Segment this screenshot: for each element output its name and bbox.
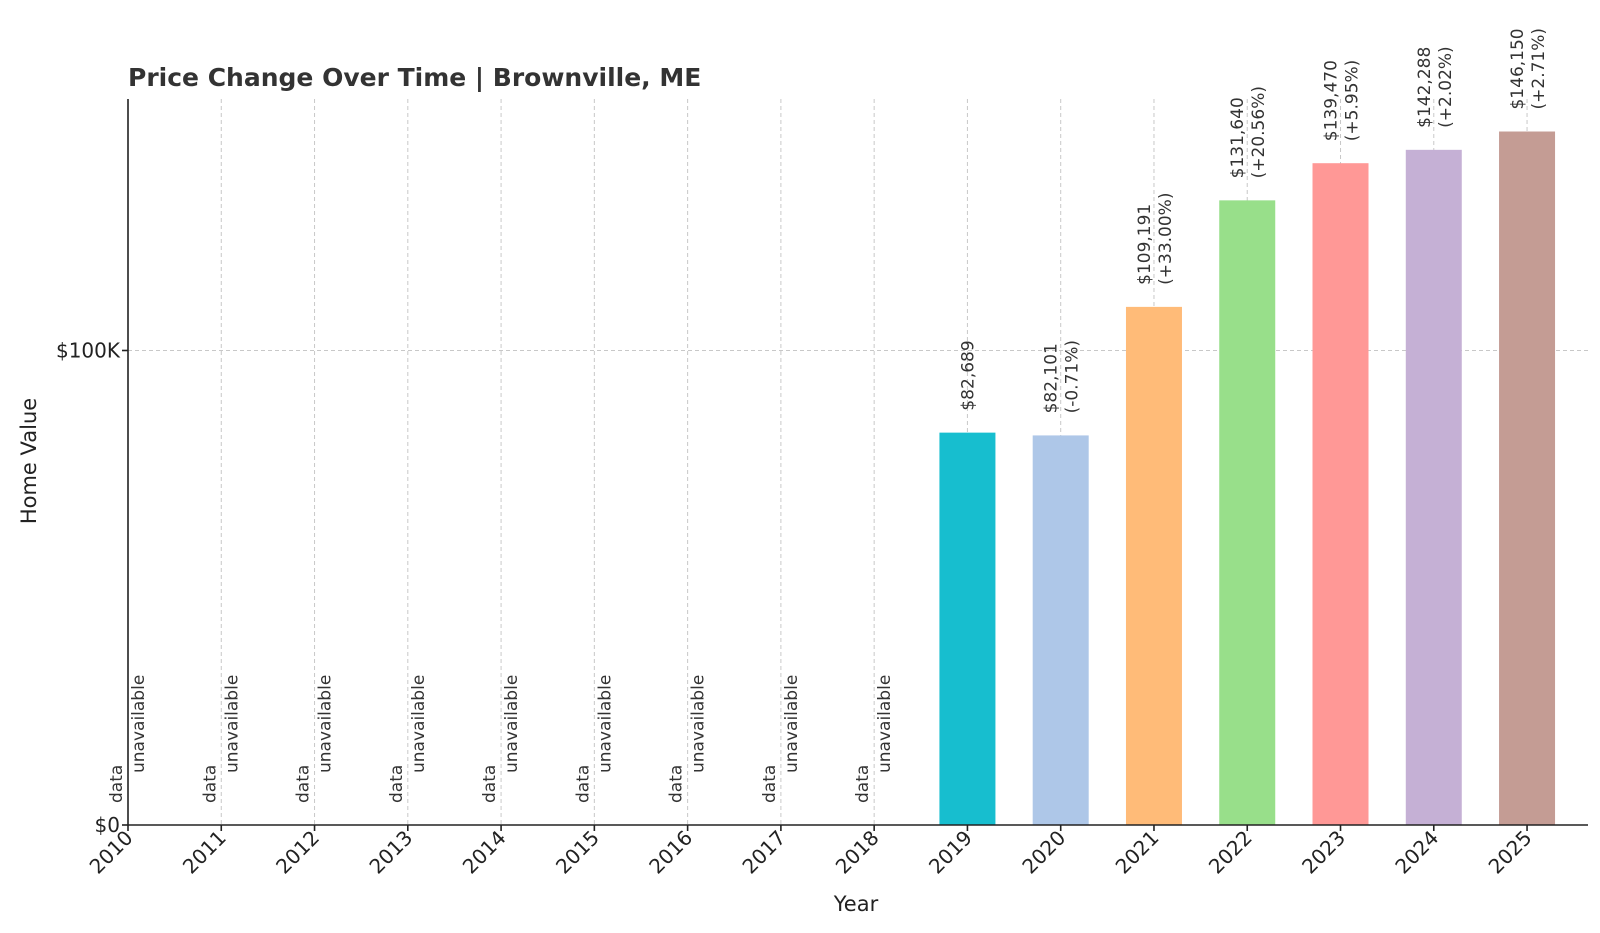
data-unavailable-line2: unavailable bbox=[222, 675, 242, 773]
data-unavailable-line2: unavailable bbox=[502, 675, 522, 773]
bar-change-text: (+5.95%) bbox=[1343, 60, 1363, 142]
data-unavailable-label: dataunavailable bbox=[200, 675, 242, 803]
bar-value-label: $82,689 bbox=[958, 340, 978, 410]
bar-value-label: $131,640(+20.56%) bbox=[1228, 86, 1269, 178]
bar bbox=[939, 432, 996, 825]
x-tick-label: 2017 bbox=[737, 826, 790, 879]
x-tick-label: 2020 bbox=[1017, 826, 1070, 879]
data-unavailable-line1: data bbox=[387, 765, 407, 803]
data-unavailable-line1: data bbox=[667, 765, 687, 803]
bar bbox=[1219, 200, 1276, 826]
bar-value-text: $109,191 bbox=[1135, 204, 1155, 285]
bar-value-text: $82,101 bbox=[1042, 343, 1062, 413]
data-unavailable-label: dataunavailable bbox=[107, 675, 149, 803]
bar-value-text: $146,150 bbox=[1508, 28, 1528, 109]
bar bbox=[1312, 163, 1369, 825]
y-tick-label: $100K bbox=[56, 338, 121, 362]
x-tick-label: 2018 bbox=[831, 826, 884, 879]
bar-change-text: (+2.02%) bbox=[1436, 46, 1456, 128]
x-tick-label: 2015 bbox=[551, 826, 604, 879]
data-unavailable-label: dataunavailable bbox=[667, 675, 709, 803]
bar-value-text: $131,640 bbox=[1228, 97, 1248, 178]
x-tick-label: 2013 bbox=[364, 826, 417, 879]
bar-value-text: $139,470 bbox=[1322, 60, 1342, 141]
bar-change-text: (+20.56%) bbox=[1249, 86, 1269, 178]
x-tick-label: 2012 bbox=[271, 826, 324, 879]
data-unavailable-line2: unavailable bbox=[689, 675, 709, 773]
data-unavailable-line2: unavailable bbox=[316, 675, 336, 773]
y-axis-label: Home Value bbox=[17, 398, 41, 524]
x-tick-label: 2022 bbox=[1204, 826, 1257, 879]
bar-labels: dataunavailabledataunavailabledataunavai… bbox=[107, 28, 1549, 803]
grid-lines bbox=[127, 99, 1588, 825]
bar bbox=[1032, 435, 1089, 825]
data-unavailable-label: dataunavailable bbox=[853, 675, 895, 803]
bars bbox=[939, 131, 1556, 826]
x-tick-label: 2019 bbox=[924, 826, 977, 879]
x-tick-label: 2011 bbox=[178, 826, 231, 879]
chart-title: Price Change Over Time | Brownville, ME bbox=[128, 63, 701, 92]
bar-value-label: $142,288(+2.02%) bbox=[1415, 46, 1456, 128]
data-unavailable-line1: data bbox=[480, 765, 500, 803]
data-unavailable-line2: unavailable bbox=[129, 675, 149, 773]
data-unavailable-label: dataunavailable bbox=[760, 675, 802, 803]
bar-change-text: (+2.71%) bbox=[1529, 28, 1549, 110]
bar bbox=[1125, 306, 1182, 825]
bar-value-text: $142,288 bbox=[1415, 47, 1435, 128]
data-unavailable-label: dataunavailable bbox=[387, 675, 429, 803]
x-tick-label: 2024 bbox=[1390, 826, 1443, 879]
x-tick-label: 2016 bbox=[644, 826, 697, 879]
y-tick-label: $0 bbox=[95, 813, 120, 837]
bar bbox=[1405, 149, 1462, 826]
bar-value-label: $146,150(+2.71%) bbox=[1508, 28, 1549, 110]
x-tick-label: 2025 bbox=[1484, 826, 1537, 879]
x-tick-label: 2021 bbox=[1111, 826, 1164, 879]
data-unavailable-line1: data bbox=[760, 765, 780, 803]
x-tick-label: 2023 bbox=[1297, 826, 1350, 879]
bar bbox=[1499, 131, 1556, 826]
data-unavailable-line1: data bbox=[573, 765, 593, 803]
x-tick-label: 2014 bbox=[458, 826, 511, 879]
data-unavailable-label: dataunavailable bbox=[573, 675, 615, 803]
data-unavailable-line1: data bbox=[200, 765, 220, 803]
data-unavailable-label: dataunavailable bbox=[294, 675, 336, 803]
bar-change-text: (-0.71%) bbox=[1063, 340, 1083, 413]
x-axis-label: Year bbox=[833, 892, 879, 916]
data-unavailable-line1: data bbox=[853, 765, 873, 803]
bar-value-text: $82,689 bbox=[958, 340, 978, 410]
bar-value-label: $109,191(+33.00%) bbox=[1135, 193, 1176, 285]
bar-value-label: $82,101(-0.71%) bbox=[1042, 340, 1083, 413]
data-unavailable-label: dataunavailable bbox=[480, 675, 522, 803]
bar-change-text: (+33.00%) bbox=[1156, 193, 1176, 285]
data-unavailable-line2: unavailable bbox=[782, 675, 802, 773]
data-unavailable-line2: unavailable bbox=[875, 675, 895, 773]
data-unavailable-line1: data bbox=[107, 765, 127, 803]
data-unavailable-line1: data bbox=[294, 765, 314, 803]
bar-value-label: $139,470(+5.95%) bbox=[1322, 60, 1363, 142]
data-unavailable-line2: unavailable bbox=[409, 675, 429, 773]
data-unavailable-line2: unavailable bbox=[595, 675, 615, 773]
